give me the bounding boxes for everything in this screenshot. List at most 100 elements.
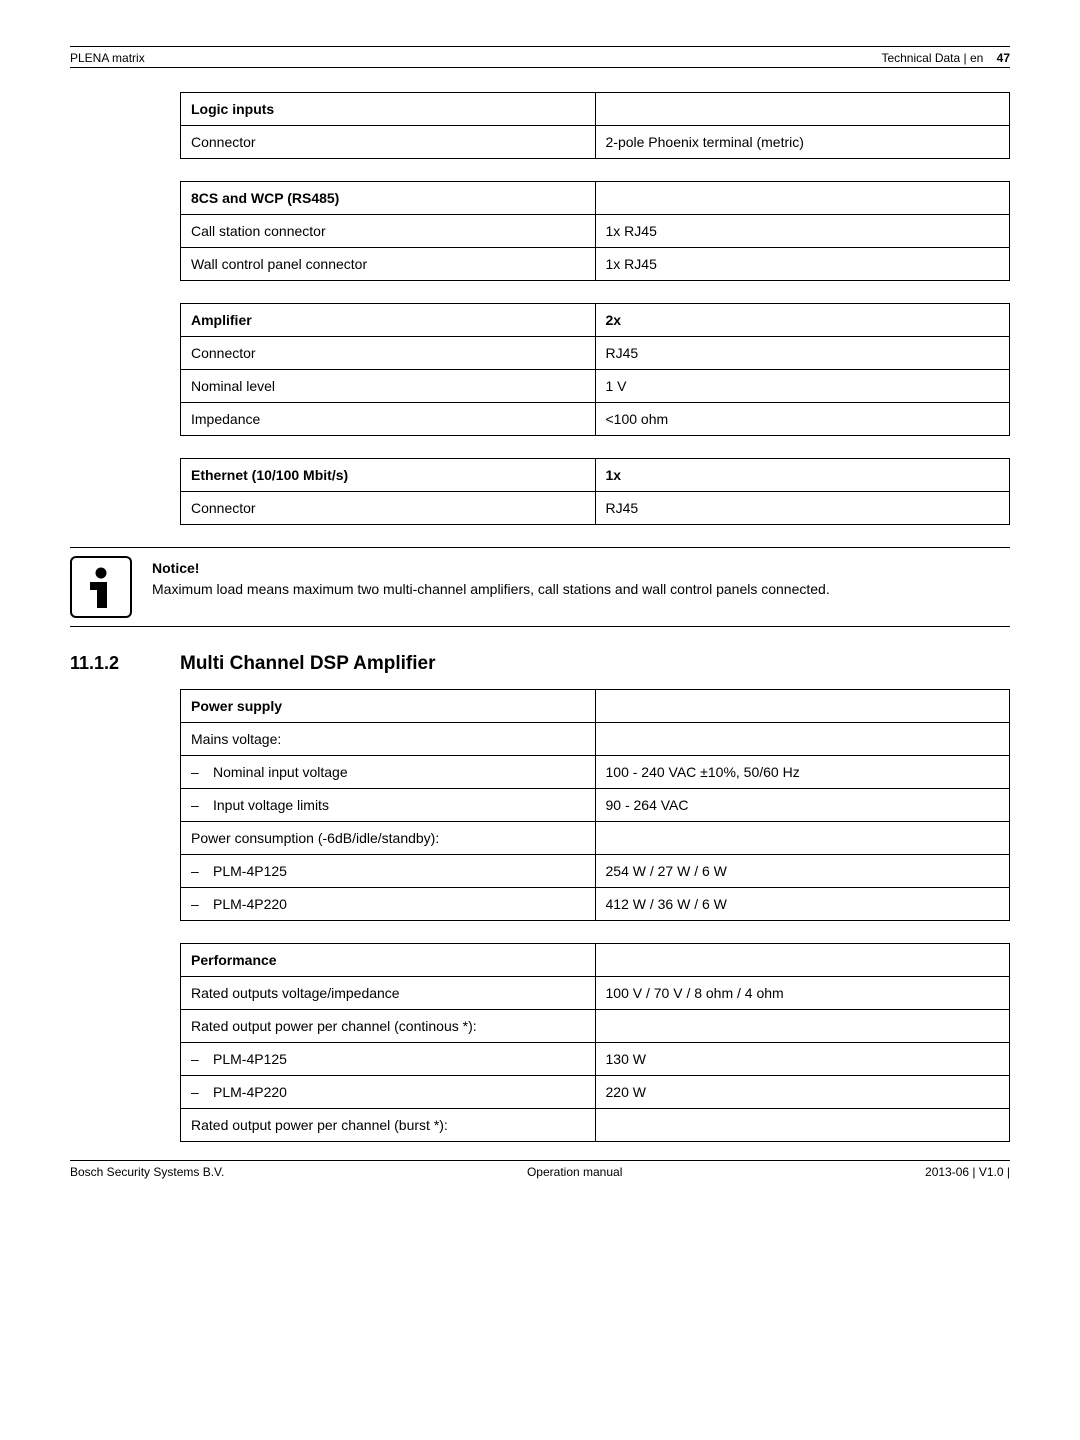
table-performance: Performance Rated outputs voltage/impeda… [180,943,1010,1142]
dash-bullet: – [191,863,213,879]
cell: Nominal level [181,370,596,403]
cell: Rated output power per channel (continou… [181,1010,596,1043]
cell: 1x RJ45 [595,248,1010,281]
notice-block: Notice! Maximum load means maximum two m… [70,547,1010,627]
table-rs485: 8CS and WCP (RS485) Call station connect… [180,181,1010,281]
cell: –PLM-4P220 [181,1076,596,1109]
th-blank [595,944,1010,977]
cell: 220 W [595,1076,1010,1109]
cell-label: PLM-4P220 [213,1084,287,1100]
cell: Call station connector [181,215,596,248]
cell: RJ45 [595,337,1010,370]
dash-bullet: – [191,764,213,780]
cell: Power consumption (-6dB/idle/standby): [181,822,596,855]
cell: Wall control panel connector [181,248,596,281]
table-row: Wall control panel connector 1x RJ45 [181,248,1010,281]
cell: 1 V [595,370,1010,403]
table-row: Connector RJ45 [181,337,1010,370]
cell-label: Input voltage limits [213,797,329,813]
cell [595,1109,1010,1142]
section-heading: 11.1.2 Multi Channel DSP Amplifier [70,653,1010,675]
cell-label: Nominal input voltage [213,764,348,780]
table-row: Rated output power per channel (burst *)… [181,1109,1010,1142]
table-amplifier: Amplifier 2x Connector RJ45 Nominal leve… [180,303,1010,436]
cell: Connector [181,126,596,159]
table-row: Rated outputs voltage/impedance 100 V / … [181,977,1010,1010]
cell: Mains voltage: [181,723,596,756]
running-header: PLENA matrix Technical Data | en 47 [70,51,1010,65]
cell: 1x RJ45 [595,215,1010,248]
dash-bullet: – [191,1084,213,1100]
table-power-supply: Power supply Mains voltage: –Nominal inp… [180,689,1010,921]
notice-text: Notice! Maximum load means maximum two m… [152,556,830,600]
th-performance: Performance [181,944,596,977]
cell: Impedance [181,403,596,436]
cell-label: PLM-4P125 [213,863,287,879]
info-icon [70,556,132,618]
cell: Rated output power per channel (burst *)… [181,1109,596,1142]
table-logic-inputs: Logic inputs Connector 2-pole Phoenix te… [180,92,1010,159]
section-number: 11.1.2 [70,653,180,674]
notice-rule-bottom [70,626,1010,627]
cell [595,1010,1010,1043]
rule-top [70,46,1010,47]
table-ethernet: Ethernet (10/100 Mbit/s) 1x Connector RJ… [180,458,1010,525]
table-row: Call station connector 1x RJ45 [181,215,1010,248]
table-row: Connector RJ45 [181,492,1010,525]
dash-bullet: – [191,797,213,813]
page-number: 47 [997,51,1010,65]
table-row: –PLM-4P125 130 W [181,1043,1010,1076]
table-row: –PLM-4P125 254 W / 27 W / 6 W [181,855,1010,888]
notice-body: Maximum load means maximum two multi-cha… [152,579,830,600]
cell: –PLM-4P125 [181,855,596,888]
cell: 130 W [595,1043,1010,1076]
cell: Connector [181,492,596,525]
header-right: Technical Data | en 47 [881,51,1010,65]
table-row: Rated output power per channel (continou… [181,1010,1010,1043]
cell: 100 - 240 VAC ±10%, 50/60 Hz [595,756,1010,789]
table-row: Power consumption (-6dB/idle/standby): [181,822,1010,855]
th-blank [595,690,1010,723]
cell: 2-pole Phoenix terminal (metric) [595,126,1010,159]
header-left: PLENA matrix [70,51,145,65]
th-blank [595,182,1010,215]
notice-title: Notice! [152,558,830,579]
cell: 90 - 264 VAC [595,789,1010,822]
th-1x: 1x [595,459,1010,492]
th-amplifier: Amplifier [181,304,596,337]
cell: 254 W / 27 W / 6 W [595,855,1010,888]
th-logic-inputs: Logic inputs [181,93,596,126]
table-row: –PLM-4P220 412 W / 36 W / 6 W [181,888,1010,921]
cell: <100 ohm [595,403,1010,436]
section-title: Multi Channel DSP Amplifier [180,653,435,675]
footer-left: Bosch Security Systems B.V. [70,1165,224,1179]
table-row: Nominal level 1 V [181,370,1010,403]
table-row: Connector 2-pole Phoenix terminal (metri… [181,126,1010,159]
th-rs485: 8CS and WCP (RS485) [181,182,596,215]
cell: –Input voltage limits [181,789,596,822]
cell-label: PLM-4P220 [213,896,287,912]
th-ethernet: Ethernet (10/100 Mbit/s) [181,459,596,492]
cell: –PLM-4P125 [181,1043,596,1076]
table-row: –PLM-4P220 220 W [181,1076,1010,1109]
footer: Bosch Security Systems B.V. Operation ma… [70,1160,1010,1179]
cell [595,822,1010,855]
cell: RJ45 [595,492,1010,525]
footer-center: Operation manual [527,1165,622,1179]
cell: Connector [181,337,596,370]
cell [595,723,1010,756]
table-row: Mains voltage: [181,723,1010,756]
th-power-supply: Power supply [181,690,596,723]
cell: –Nominal input voltage [181,756,596,789]
cell-label: PLM-4P125 [213,1051,287,1067]
header-section: Technical Data | en [881,51,983,65]
footer-right: 2013-06 | V1.0 | [925,1165,1010,1179]
rule-under-header [70,67,1010,68]
table-row: –Nominal input voltage 100 - 240 VAC ±10… [181,756,1010,789]
dash-bullet: – [191,1051,213,1067]
th-blank [595,93,1010,126]
cell: 412 W / 36 W / 6 W [595,888,1010,921]
table-row: Impedance <100 ohm [181,403,1010,436]
dash-bullet: – [191,896,213,912]
table-row: –Input voltage limits 90 - 264 VAC [181,789,1010,822]
